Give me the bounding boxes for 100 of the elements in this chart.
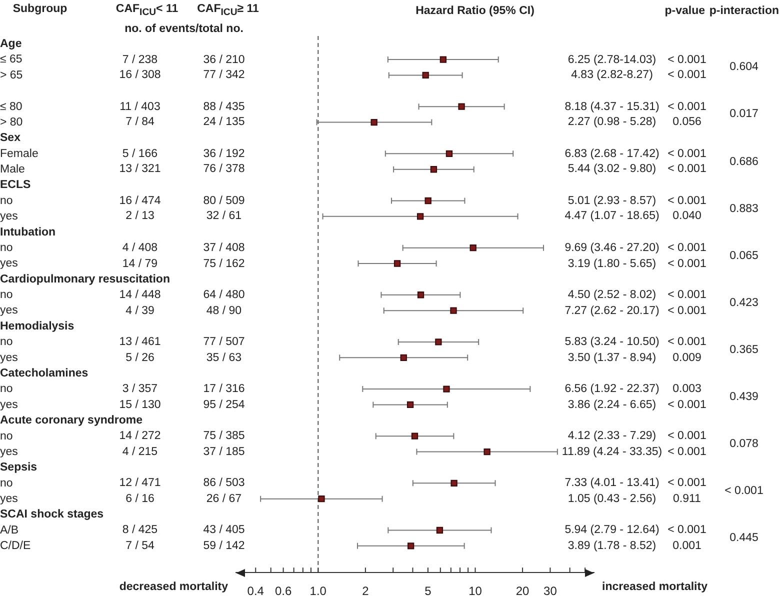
annotation: 4.47 (1.07 - 18.65) [564, 209, 660, 224]
text: < 0.001 [668, 334, 706, 349]
annotation: 80 / 509 [203, 194, 245, 208]
y-tick-label: C/D/E [0, 540, 31, 552]
text: 0.365 [730, 342, 758, 357]
y-tick-label: ≤ 65 [0, 54, 22, 66]
annotation: 88 / 435 [203, 100, 245, 114]
y-tick-label: Cardiopulmonary resuscitation [0, 273, 170, 286]
text: < 0.001 [668, 194, 706, 208]
text: 0.078 [730, 436, 758, 451]
y-tick-label: > 80 [0, 116, 23, 128]
text: 12 / 471 [119, 476, 161, 490]
text: < 0.001 [668, 240, 706, 255]
y-tick-label: yes [0, 446, 18, 458]
text: 7 / 54 [126, 538, 154, 553]
text: < 0.001 [668, 68, 706, 82]
y-tick-label: no [0, 383, 13, 396]
annotation: 5.94 (2.79 - 12.64) [564, 523, 660, 538]
annotation: 37 / 408 [203, 240, 245, 255]
annotation: 76 / 378 [203, 162, 245, 176]
x-tick-label: 10 [468, 584, 482, 598]
annotation: 26 / 67 [206, 492, 242, 506]
text: 0.001 [672, 538, 702, 553]
y-tick-label: A/B [0, 524, 19, 536]
annotation: 6.25 (2.78-14.03) [568, 52, 656, 67]
annotation: 59 / 142 [203, 538, 245, 553]
text: 0.056 [672, 115, 702, 130]
annotation: 43 / 405 [203, 523, 245, 538]
text: 5 / 26 [126, 350, 154, 365]
y-tick-label: yes [0, 352, 18, 364]
annotation: 36 / 192 [203, 146, 245, 161]
annotation: 4.50 (2.52 - 8.02) [568, 288, 656, 302]
annotation: 32 / 61 [206, 209, 242, 224]
annotation: 3.50 (1.37 - 8.94) [568, 350, 656, 365]
text: < 0.001 [668, 444, 706, 459]
x-tick-label: 0.6 [274, 584, 292, 598]
text: 0.040 [672, 209, 702, 224]
y-tick-label: > 65 [0, 69, 23, 82]
y-tick-label: yes [0, 258, 18, 270]
text: < 0.001 [724, 484, 764, 498]
annotation: 3.89 (1.78 - 8.52) [568, 538, 656, 553]
text: 0.003 [672, 382, 702, 396]
y-tick-label: no [0, 242, 13, 254]
x-tick-label: 30 [544, 584, 558, 598]
text: < 0.001 [668, 429, 706, 444]
text: < 0.001 [668, 100, 706, 114]
y-tick-label: yes [0, 210, 18, 223]
text: 0.686 [730, 154, 758, 169]
text: 11 / 403 [120, 100, 160, 114]
annotation: 75 / 385 [203, 429, 245, 444]
y-tick-label: Catecholamines [0, 368, 88, 380]
annotation: 8.18 (4.37 - 15.31) [564, 100, 660, 114]
annotation: 77 / 342 [203, 68, 245, 82]
text: 0.017 [730, 107, 758, 122]
annotation: 1.05 (0.43 - 2.56) [568, 492, 656, 506]
y-tick-label: no [0, 430, 13, 442]
y-tick-label: Sex [0, 132, 22, 144]
x-tick-label: 2 [362, 584, 370, 598]
y-tick-label: Intubation [0, 226, 56, 238]
annotation: 4.83 (2.82-8.27) [571, 68, 653, 82]
y-tick-label: no [0, 477, 13, 490]
text: 0.911 [673, 492, 701, 506]
text: increased mortality [602, 580, 708, 594]
text: 4 / 408 [122, 240, 158, 255]
annotation: 9.69 (3.46 - 27.20) [564, 240, 660, 255]
annotation: 11.89 (4.24 - 33.35) [562, 444, 662, 459]
text: Subgroup [12, 2, 68, 16]
annotation: 75 / 162 [203, 256, 245, 270]
annotation: 36 / 210 [203, 52, 245, 67]
text: decreased mortality [119, 580, 228, 594]
text: < 0.001 [668, 398, 706, 412]
y-tick-label: SCAI shock stages [0, 508, 104, 521]
y-tick-label: Female [0, 148, 38, 160]
text: CAF$_{ICU}$< 11 [116, 2, 178, 20]
text: CAF$_{ICU}$≥ 11 [197, 2, 259, 20]
text: 14 / 79 [122, 256, 158, 270]
annotation: 7.33 (4.01 - 13.41) [564, 476, 660, 490]
annotation: 95 / 254 [203, 398, 245, 412]
text: 16 / 474 [119, 194, 161, 208]
annotation: 2.27 (0.98 - 5.28) [568, 115, 656, 130]
text: no. of events/total no. [124, 22, 244, 36]
text: 8 / 425 [122, 523, 158, 538]
annotation: 86 / 503 [203, 476, 245, 490]
annotation: 77 / 507 [203, 334, 245, 349]
text: 13 / 321 [119, 162, 161, 176]
annotation: 6.83 (2.68 - 17.42) [564, 146, 660, 161]
y-tick-label: Age [0, 38, 22, 50]
annotation: 5.44 (3.02 - 9.80) [568, 162, 656, 176]
text: 2 / 13 [126, 209, 154, 224]
annotation: 64 / 480 [203, 288, 245, 302]
annotation: 24 / 135 [203, 115, 245, 130]
text: 15 / 130 [119, 398, 161, 412]
annotation: 48 / 90 [206, 304, 242, 318]
annotation: 5.83 (3.24 - 10.50) [564, 334, 660, 349]
text: p-interaction [709, 4, 779, 18]
x-tick-label: 20 [516, 584, 530, 598]
text: < 0.001 [668, 52, 706, 67]
text: < 0.001 [668, 523, 706, 538]
annotation: 4.12 (2.33 - 7.29) [568, 429, 656, 444]
y-tick-label: Male [0, 164, 25, 176]
